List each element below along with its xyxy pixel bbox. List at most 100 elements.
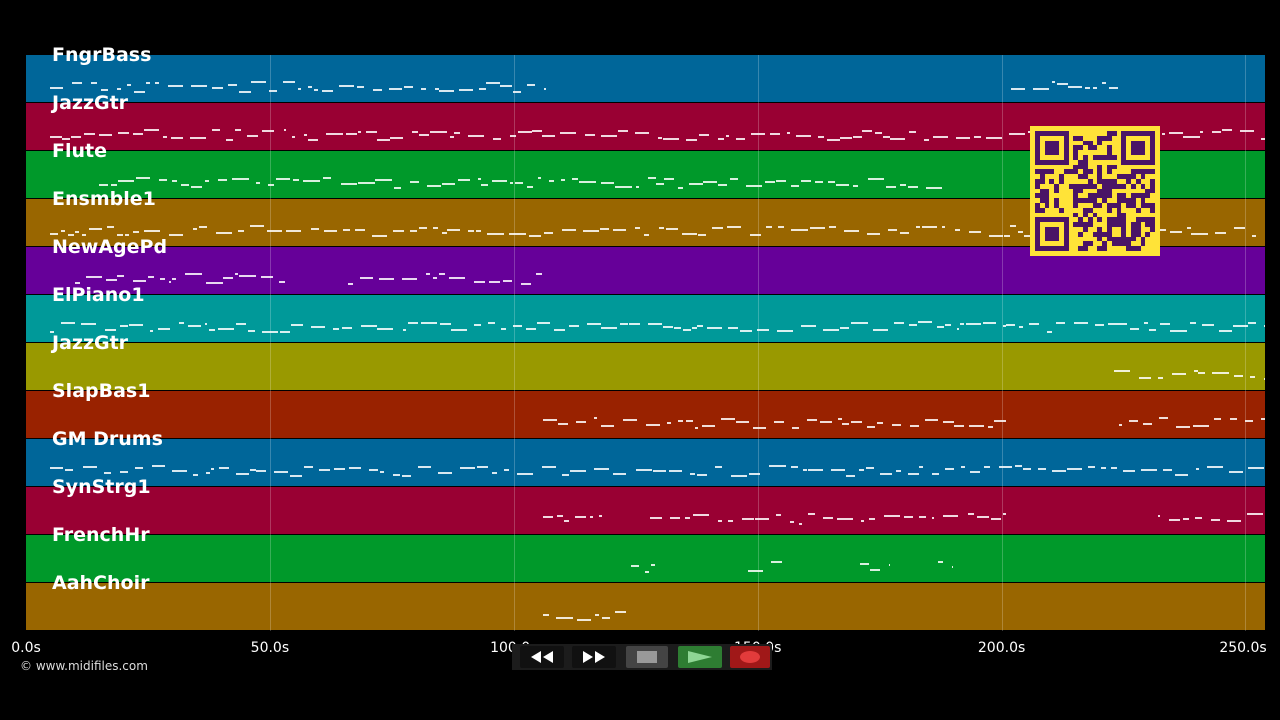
note (830, 469, 845, 471)
note (791, 229, 808, 231)
note (983, 466, 991, 468)
note (1169, 231, 1183, 233)
note (283, 129, 287, 131)
note (117, 275, 125, 277)
qr-module (1131, 169, 1136, 175)
qr-module (1102, 193, 1107, 199)
fast-forward-icon (583, 651, 605, 663)
note (1011, 88, 1025, 90)
note (275, 178, 290, 180)
note (99, 184, 109, 186)
qr-module (1083, 212, 1088, 218)
note (324, 230, 338, 232)
note (961, 466, 965, 468)
qr-module (1116, 212, 1122, 218)
note (191, 186, 203, 188)
note (520, 283, 531, 285)
note (228, 84, 237, 86)
qr-module (1131, 231, 1136, 237)
note (417, 466, 432, 468)
note (859, 469, 865, 471)
qr-module (1116, 217, 1122, 223)
note (1260, 138, 1265, 140)
qr-module (1102, 183, 1107, 189)
track-lane[interactable]: GM Drums (26, 428, 1265, 487)
track-lane[interactable]: SlapBas1 (26, 380, 1265, 439)
qr-module (1068, 169, 1074, 175)
note (954, 425, 964, 427)
note (238, 91, 251, 93)
track-lane[interactable]: ElPiano1 (26, 284, 1265, 343)
qr-module (1073, 222, 1079, 227)
note (851, 421, 862, 423)
note (742, 518, 754, 520)
note (285, 230, 302, 232)
note (1247, 513, 1263, 515)
note (127, 84, 131, 86)
note (593, 417, 598, 419)
gridline (757, 55, 759, 631)
note (584, 134, 596, 136)
qr-module (1073, 150, 1079, 155)
note (651, 564, 656, 566)
note (74, 282, 81, 284)
qr-module (1111, 164, 1117, 170)
track-lane[interactable]: JazzGtr (26, 332, 1265, 391)
qr-module (1078, 222, 1083, 227)
note (1111, 323, 1127, 325)
track-name: Ensmble1 (52, 188, 156, 210)
note (575, 516, 587, 518)
note (106, 279, 117, 281)
stop-button[interactable] (626, 646, 668, 668)
track-lane[interactable]: AahChoir (26, 572, 1265, 631)
record-button[interactable] (730, 646, 770, 668)
fast-forward-button[interactable] (572, 646, 616, 668)
note (204, 180, 209, 182)
qr-module (1102, 188, 1107, 194)
track-lane[interactable]: FngrBass (26, 44, 1265, 103)
note (347, 283, 353, 285)
note (976, 516, 989, 518)
qr-module (1145, 203, 1151, 208)
tick-label: 50.0s (250, 640, 290, 656)
note (517, 473, 533, 475)
note (1214, 232, 1227, 234)
note (1221, 129, 1233, 131)
track-lane[interactable]: SynStrg1 (26, 476, 1265, 535)
note (267, 230, 283, 232)
note (432, 277, 437, 279)
qr-module (1039, 169, 1045, 175)
qr-module (1083, 183, 1088, 189)
note (822, 517, 834, 519)
note (543, 614, 550, 616)
note (210, 468, 215, 470)
note (1170, 330, 1187, 332)
note (279, 331, 290, 333)
note (1194, 370, 1198, 372)
note (372, 235, 387, 237)
note (1057, 83, 1068, 85)
note (956, 137, 970, 139)
note (473, 324, 481, 326)
note (942, 226, 946, 228)
note (136, 177, 151, 179)
note (393, 187, 401, 189)
track-lane[interactable]: FrenchHr (26, 524, 1265, 583)
note (1023, 468, 1031, 470)
note (1066, 468, 1083, 470)
note (589, 516, 593, 518)
note (421, 322, 437, 324)
qr-module (1097, 164, 1103, 170)
note (526, 186, 533, 188)
qr-module (1121, 193, 1127, 199)
rewind-button[interactable] (520, 646, 564, 668)
play-button[interactable] (678, 646, 722, 668)
qr-module (1135, 227, 1141, 232)
note (500, 85, 513, 87)
note (504, 469, 509, 471)
note (601, 327, 618, 329)
qr-module (1116, 236, 1122, 242)
note (260, 276, 274, 278)
qr-module (1131, 227, 1136, 232)
note (358, 131, 362, 133)
